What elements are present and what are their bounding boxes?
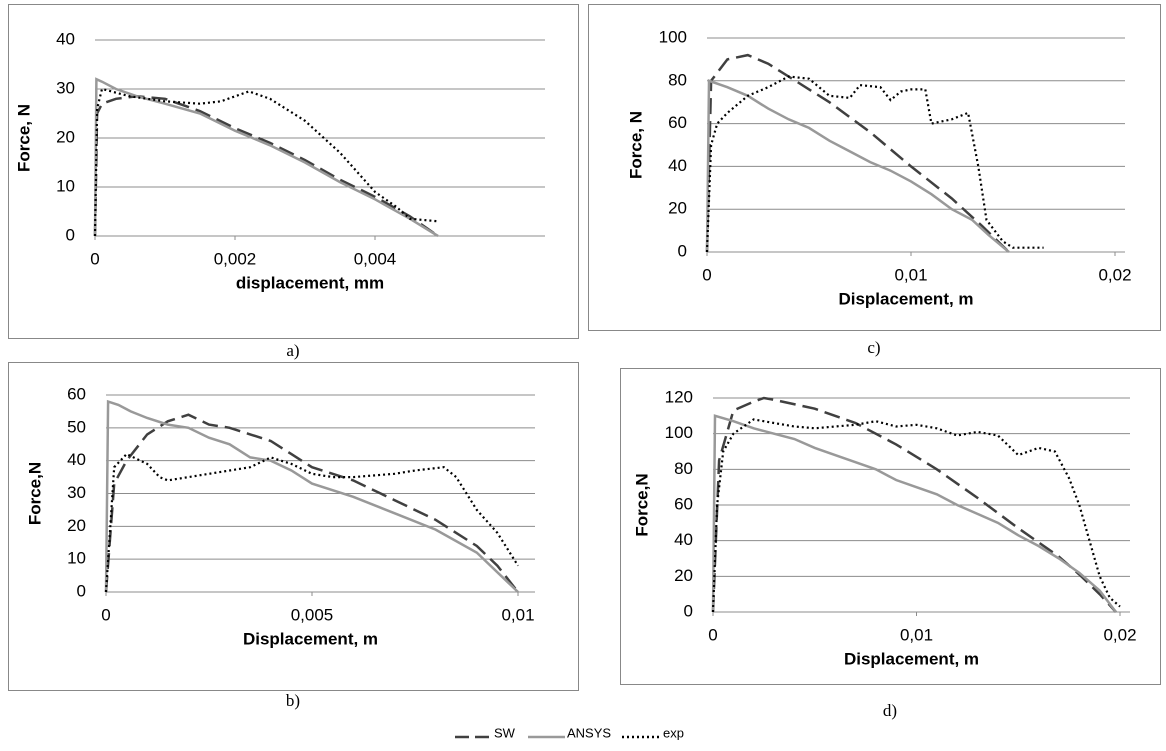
x-tick-label: 0,005 bbox=[291, 605, 334, 624]
y-tick-label: 60 bbox=[67, 384, 86, 403]
y-tick-label: 120 bbox=[665, 387, 693, 406]
y-tick-label: 0 bbox=[684, 601, 693, 620]
y-tick-label: 80 bbox=[674, 459, 693, 478]
y-axis-title: Force,N bbox=[25, 462, 44, 525]
series-line bbox=[104, 413, 519, 593]
x-axis-title: Displacement, m bbox=[844, 649, 979, 668]
y-tick-label: 100 bbox=[665, 423, 693, 442]
panel-frame bbox=[8, 362, 579, 691]
series-line bbox=[104, 452, 519, 593]
caption: d) bbox=[883, 701, 897, 720]
panel-frame bbox=[620, 368, 1161, 685]
y-tick-label: 10 bbox=[67, 549, 86, 568]
x-tick-label: 0,01 bbox=[501, 605, 534, 624]
series-line bbox=[711, 414, 1117, 613]
y-tick-label: 60 bbox=[674, 494, 693, 513]
legend-label: ANSYS bbox=[567, 725, 611, 740]
series-line bbox=[711, 418, 1121, 613]
x-tick-label: 0,01 bbox=[900, 625, 933, 644]
y-tick-label: 30 bbox=[67, 483, 86, 502]
x-tick-label: 0,002 bbox=[214, 249, 257, 268]
y-tick-label: 80 bbox=[668, 70, 687, 89]
y-axis-title: Force, N bbox=[14, 104, 33, 172]
y-tick-label: 0 bbox=[678, 241, 687, 260]
y-tick-label: 0 bbox=[66, 225, 75, 244]
panel-frame bbox=[8, 4, 579, 339]
y-tick-label: 20 bbox=[668, 199, 687, 218]
y-axis-title: Force,N bbox=[632, 473, 651, 536]
x-tick-label: 0 bbox=[708, 625, 717, 644]
y-tick-label: 100 bbox=[659, 27, 687, 46]
caption: b) bbox=[286, 691, 300, 710]
caption: c) bbox=[867, 338, 880, 357]
y-axis-title: Force, N bbox=[626, 111, 645, 179]
series-line bbox=[93, 87, 439, 237]
series-line bbox=[705, 79, 1010, 253]
panel-frame bbox=[588, 4, 1161, 331]
series-line bbox=[705, 53, 1010, 253]
y-tick-label: 40 bbox=[56, 29, 75, 48]
x-tick-label: 0 bbox=[702, 265, 711, 284]
x-axis-title: Displacement, m bbox=[243, 629, 378, 648]
x-tick-label: 0,01 bbox=[894, 265, 927, 284]
y-tick-label: 30 bbox=[56, 78, 75, 97]
caption: a) bbox=[286, 341, 299, 360]
x-axis-title: displacement, mm bbox=[236, 273, 384, 292]
series-line bbox=[104, 399, 519, 593]
y-tick-label: 40 bbox=[668, 156, 687, 175]
y-tick-label: 20 bbox=[56, 127, 75, 146]
y-tick-label: 40 bbox=[67, 450, 86, 469]
legend-label: SW bbox=[494, 725, 516, 740]
y-tick-label: 0 bbox=[77, 581, 86, 600]
y-tick-label: 20 bbox=[67, 516, 86, 535]
x-tick-label: 0 bbox=[101, 605, 110, 624]
x-tick-label: 0,02 bbox=[1098, 265, 1131, 284]
x-tick-label: 0 bbox=[90, 249, 99, 268]
x-tick-label: 0,004 bbox=[354, 249, 397, 268]
x-tick-label: 0,02 bbox=[1103, 625, 1136, 644]
series-line bbox=[93, 95, 439, 238]
y-tick-label: 10 bbox=[56, 176, 75, 195]
x-axis-title: Displacement, m bbox=[838, 289, 973, 308]
series-line bbox=[93, 77, 439, 238]
legend: SW ANSYS exp bbox=[455, 725, 684, 740]
y-tick-label: 50 bbox=[67, 417, 86, 436]
y-tick-label: 40 bbox=[674, 530, 693, 549]
series-line bbox=[705, 75, 1044, 253]
y-tick-label: 60 bbox=[668, 113, 687, 132]
y-tick-label: 20 bbox=[674, 566, 693, 585]
legend-label: exp bbox=[663, 725, 684, 740]
